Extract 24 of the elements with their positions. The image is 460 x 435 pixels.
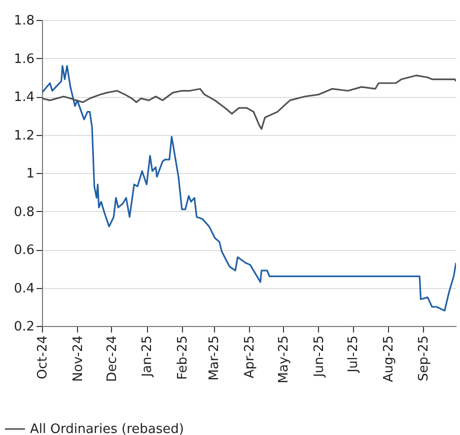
x-tick-label: Jun-25 [312, 336, 327, 378]
y-tick-label: 1.8 [14, 14, 34, 28]
y-tick-label: 0.8 [14, 204, 34, 220]
x-tick-label: Oct-24 [36, 336, 50, 380]
x-tick-label: Aug-25 [381, 336, 396, 382]
y-tick-label: 0.2 [14, 320, 34, 334]
y-tick-label: 1 [26, 166, 34, 182]
legend-label: All Ordinaries (rebased) [30, 422, 184, 435]
x-tick-label: Jul-25 [346, 336, 361, 374]
x-tick-label: Apr-25 [242, 336, 258, 378]
line-series [42, 65, 456, 312]
x-tick-label: Mar-25 [207, 336, 222, 380]
y-tick-label: 1.6 [14, 52, 34, 67]
x-tick-label: Nov-24 [70, 336, 86, 382]
x-tick-label: Dec-24 [104, 336, 120, 382]
x-tick-label: May-25 [276, 336, 292, 384]
x-tick-label: Jan-25 [140, 336, 156, 378]
y-tick-label: 0.4 [14, 281, 34, 296]
line-series [42, 74, 456, 130]
y-tick-label: 0.6 [14, 243, 34, 258]
x-tick-label: Sep-25 [416, 336, 432, 382]
y-tick-label: 1.2 [14, 128, 34, 144]
x-tick-label: Feb-25 [175, 336, 190, 380]
y-tick-label: 1.4 [14, 90, 34, 105]
